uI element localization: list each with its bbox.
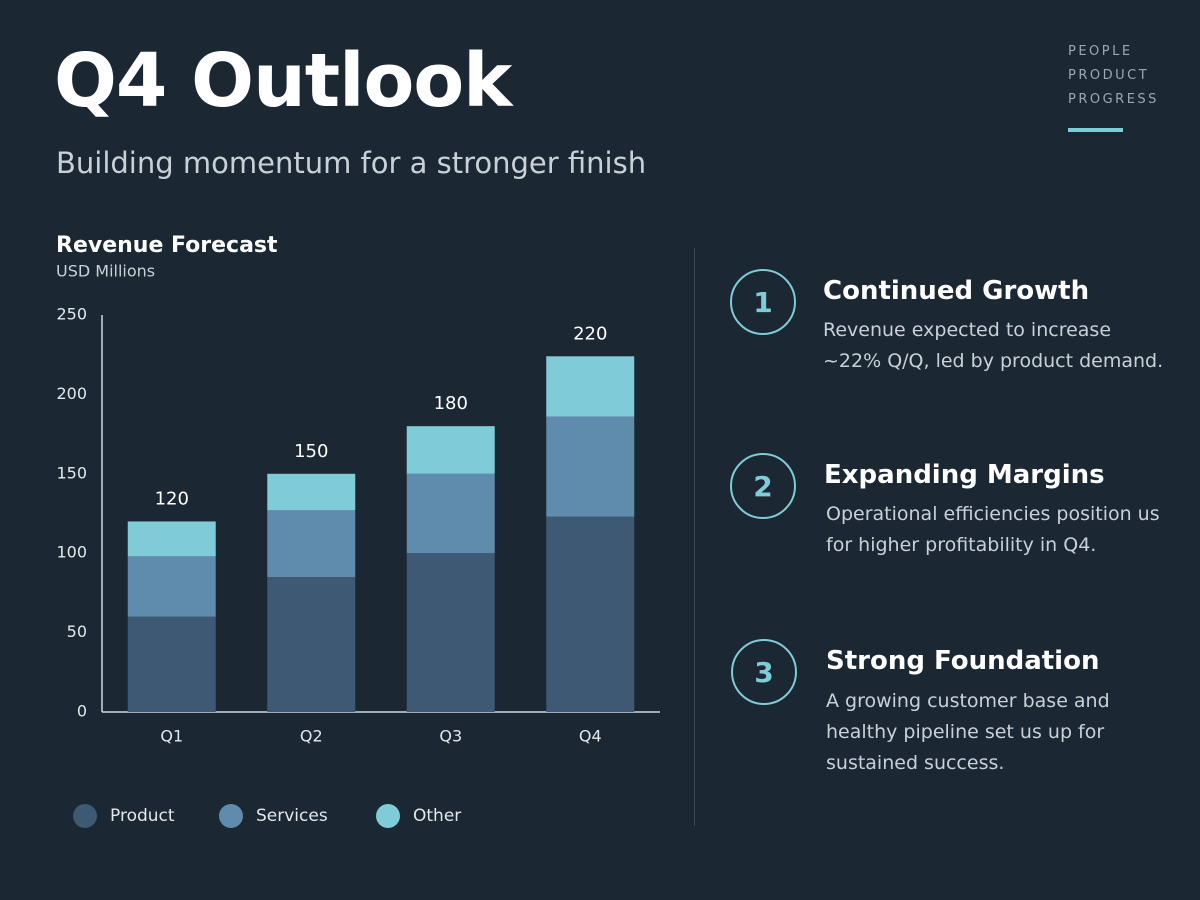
point-body: Operational efficiencies position us for… xyxy=(826,503,1160,556)
bar-segment xyxy=(267,473,356,511)
y-tick-label: 200 xyxy=(56,384,87,403)
point-heading: Expanding Margins xyxy=(824,460,1105,490)
legend-swatch xyxy=(73,804,97,828)
point-number: 2 xyxy=(730,453,796,519)
x-tick-label: Q1 xyxy=(160,727,183,746)
point-body: Revenue expected to increase ~22% Q/Q, l… xyxy=(823,319,1164,372)
total-label: 220 xyxy=(573,323,607,344)
total-label: 150 xyxy=(294,441,328,462)
y-tick-label: 150 xyxy=(56,463,87,482)
bar-segment xyxy=(546,356,635,417)
y-tick-label: 250 xyxy=(56,305,87,324)
x-tick-label: Q4 xyxy=(579,727,602,746)
chart-subtitle: USD Millions xyxy=(56,262,155,281)
y-tick-label: 100 xyxy=(56,543,87,562)
nav-item[interactable]: PEOPLE xyxy=(1068,44,1133,59)
nav-underline xyxy=(1068,128,1123,132)
point-heading: Continued Growth xyxy=(823,276,1090,306)
nav-item[interactable]: PRODUCT xyxy=(1068,68,1150,83)
legend-label: Other xyxy=(413,806,461,826)
point-body: A growing customer base and healthy pipe… xyxy=(826,690,1110,774)
legend-label: Services xyxy=(256,806,328,826)
total-label: 120 xyxy=(155,488,189,509)
bar-segment xyxy=(406,473,495,554)
bar-segment xyxy=(127,616,216,712)
bar-segment xyxy=(546,516,635,712)
bar-segment xyxy=(267,577,356,712)
subtitle: Building momentum for a stronger finish xyxy=(56,146,647,180)
title: Q4 Outlook xyxy=(54,38,512,124)
point-number: 3 xyxy=(731,639,797,705)
bar-segment xyxy=(127,521,216,557)
point-heading: Strong Foundation xyxy=(826,646,1100,676)
legend-swatch xyxy=(376,804,400,828)
x-tick-label: Q3 xyxy=(439,727,462,746)
y-tick-label: 0 xyxy=(77,702,87,721)
x-tick-label: Q2 xyxy=(300,727,323,746)
bar-segment xyxy=(406,426,495,474)
y-tick-label: 50 xyxy=(67,622,87,641)
legend-label: Product xyxy=(110,806,175,826)
bar-segment xyxy=(127,556,216,617)
divider xyxy=(694,248,695,826)
nav-item[interactable]: PROGRESS xyxy=(1068,92,1159,107)
chart-title: Revenue Forecast xyxy=(56,233,278,258)
legend-swatch xyxy=(219,804,243,828)
total-label: 180 xyxy=(434,393,468,414)
bar-segment xyxy=(546,416,635,517)
bar-segment xyxy=(267,510,356,578)
bar-segment xyxy=(406,553,495,712)
point-number: 1 xyxy=(730,269,796,335)
